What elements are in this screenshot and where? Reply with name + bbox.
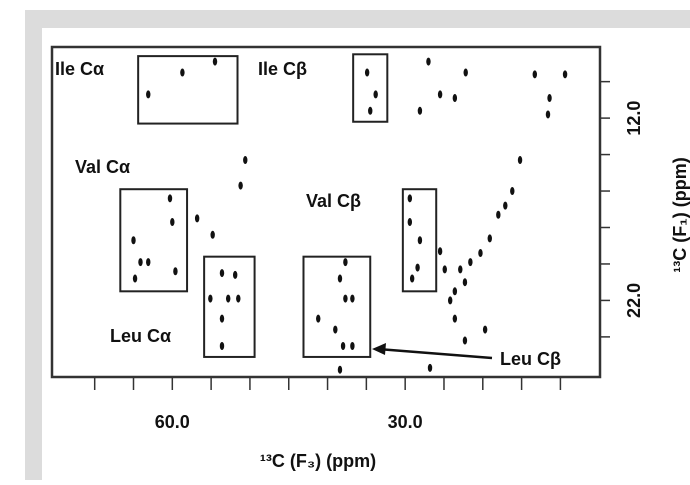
- peak: [219, 342, 225, 351]
- region-box: [137, 55, 239, 125]
- peak: [517, 156, 523, 165]
- peak: [170, 218, 175, 227]
- peak: [447, 296, 453, 305]
- peak: [547, 94, 552, 103]
- peak: [503, 201, 508, 210]
- peak: [482, 325, 488, 334]
- peak: [437, 247, 443, 256]
- peak: [437, 90, 443, 99]
- y-tick-label: 12.0: [624, 101, 644, 136]
- peak: [442, 265, 447, 274]
- peak: [562, 70, 568, 79]
- peak: [426, 57, 431, 66]
- peak: [219, 269, 225, 278]
- peak: [417, 106, 423, 115]
- peak: [210, 230, 215, 239]
- peak: [368, 106, 373, 115]
- peak: [238, 181, 243, 190]
- peak: [180, 68, 185, 77]
- peak: [173, 267, 178, 276]
- peak: [510, 187, 515, 196]
- region-label: Ile Cβ: [258, 59, 307, 79]
- x-axis-label: ¹³C (F₃) (ppm): [260, 451, 376, 471]
- peak: [417, 236, 423, 245]
- peak: [337, 274, 343, 283]
- peak: [452, 314, 458, 323]
- peak: [212, 57, 218, 66]
- peak: [194, 214, 200, 223]
- peak: [409, 274, 415, 283]
- peak: [131, 236, 136, 245]
- peak: [350, 294, 355, 303]
- peak: [373, 90, 378, 99]
- region-box: [352, 53, 389, 123]
- peak: [146, 90, 151, 99]
- peak: [407, 194, 413, 203]
- y-axis-label: ¹³C (F₁) (ppm): [670, 157, 690, 272]
- peak: [340, 342, 346, 351]
- peak: [463, 68, 468, 77]
- peak: [364, 68, 370, 77]
- peak: [225, 294, 231, 303]
- peak: [232, 270, 238, 279]
- peak: [167, 194, 173, 203]
- peak: [208, 294, 213, 303]
- region-label: Ile Cα: [55, 59, 104, 79]
- peak: [462, 278, 468, 287]
- region-box: [401, 188, 438, 293]
- peak: [427, 363, 433, 372]
- peak: [452, 287, 458, 296]
- region-label: Val Cα: [75, 157, 130, 177]
- peak: [343, 294, 348, 303]
- peak: [243, 156, 248, 165]
- arrow-head: [372, 343, 386, 355]
- peak: [458, 265, 463, 274]
- peak: [487, 234, 492, 243]
- regions: Ile Cα Ile Cβ Val Cα Leu Cα Leu Cβ Val Cβ: [55, 53, 561, 369]
- region-label: Leu Cα: [110, 326, 171, 346]
- peak: [337, 365, 343, 374]
- peak: [468, 258, 473, 267]
- peaks: [131, 57, 568, 374]
- region-box: [302, 255, 372, 358]
- region-box: [119, 188, 189, 293]
- peak: [219, 314, 225, 323]
- region-label: Val Cβ: [306, 191, 361, 211]
- y-tick-label: 22.0: [624, 283, 644, 318]
- peak: [132, 274, 138, 283]
- peak: [146, 258, 151, 267]
- peak: [138, 258, 143, 267]
- peak: [452, 94, 458, 103]
- peak: [496, 210, 501, 219]
- peak: [350, 342, 355, 351]
- peak: [478, 249, 483, 258]
- peak: [333, 325, 338, 334]
- x-tick-label: 30.0: [388, 412, 423, 432]
- plot-border: [50, 45, 602, 379]
- peak: [532, 70, 537, 79]
- peak: [407, 218, 413, 227]
- peak: [343, 258, 348, 267]
- region-label: Leu Cβ: [500, 349, 561, 369]
- region-box: [203, 255, 256, 358]
- arrow-line: [377, 347, 493, 360]
- peak: [462, 336, 468, 345]
- peak: [316, 314, 321, 323]
- peak: [545, 110, 551, 119]
- x-tick-label: 60.0: [155, 412, 190, 432]
- panel: [42, 28, 690, 480]
- peak: [236, 294, 241, 303]
- peak: [415, 263, 420, 272]
